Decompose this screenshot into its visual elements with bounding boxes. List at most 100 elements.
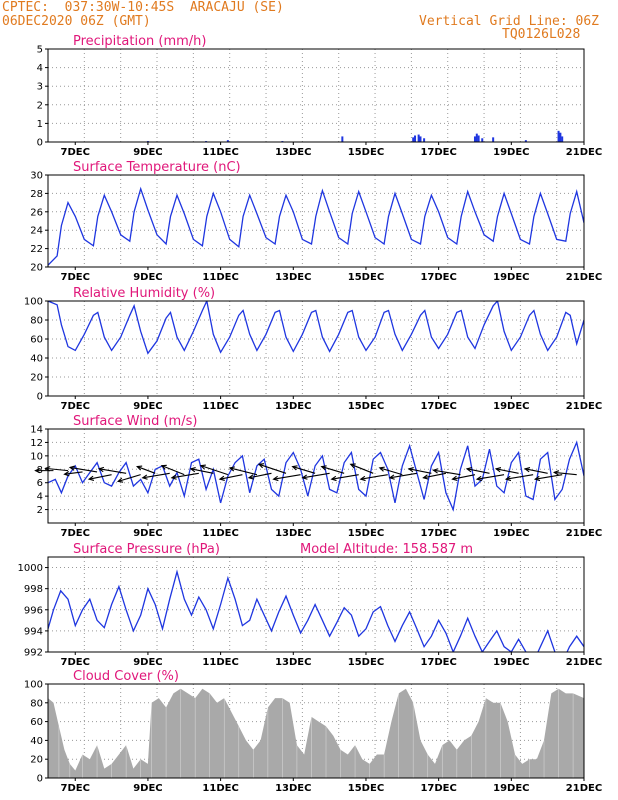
y-tick-label: 24 (30, 226, 43, 237)
x-tick-label: 7DEC (61, 401, 90, 412)
precip-bar (423, 138, 426, 142)
x-tick-label: 15DEC (348, 147, 384, 158)
panel-title: Cloud Cover (%) (73, 669, 179, 684)
x-tick-label: 9DEC (133, 528, 162, 539)
y-tick-label: 12 (30, 438, 43, 449)
x-tick-label: 17DEC (420, 147, 456, 158)
x-tick-label: 9DEC (133, 783, 162, 794)
wind-vector-head (552, 470, 560, 476)
x-tick-label: 11DEC (202, 657, 238, 668)
header-source: CPTEC: (2, 0, 49, 15)
wind-vector-shaft (476, 474, 505, 480)
y-tick-label: 100 (24, 680, 43, 691)
panel-background (48, 49, 584, 142)
wind-vector-shaft (88, 474, 112, 480)
x-tick-label: 17DEC (420, 657, 456, 668)
x-tick-label: 11DEC (202, 272, 238, 283)
x-tick-label: 13DEC (275, 528, 311, 539)
wind-vector-shaft (229, 467, 258, 476)
wind-vector-head (523, 467, 531, 473)
precip-bar (524, 140, 527, 142)
x-tick-label: 17DEC (420, 783, 456, 794)
header-coords: 037:30W-10:45S (64, 0, 175, 15)
wind-vector-shaft (466, 468, 490, 474)
x-tick-label: 19DEC (493, 272, 529, 283)
wind-vector-head (34, 467, 41, 474)
panel-background (48, 557, 584, 652)
header-grid-note: Vertical Grid Line: 06Z (419, 14, 600, 29)
panel-background (48, 175, 584, 267)
y-tick-label: 80 (30, 316, 43, 327)
wind-vector-head (247, 474, 254, 480)
x-tick-label: 9DEC (133, 147, 162, 158)
x-tick-label: 9DEC (133, 272, 162, 283)
panel-0: 0 1 2 3 4 5 7DEC 9DEC 11DEC 13DEC 15DEC 17DEC 19DEC 2… (37, 34, 603, 158)
wind-vector-shaft (360, 474, 388, 480)
precip-bar (412, 137, 415, 142)
wind-vector-shaft (171, 472, 199, 479)
panel-frame (47, 300, 585, 397)
wind-vector-shaft (248, 472, 272, 479)
wind-vector-shaft (331, 474, 359, 480)
y-tick-label: 100 (24, 297, 43, 308)
x-tick-label: 7DEC (61, 528, 90, 539)
x-tick-label: 17DEC (420, 401, 456, 412)
wind-vector-head (63, 471, 70, 477)
wind-vector-head (160, 464, 167, 470)
y-tick-label: 10 (30, 451, 43, 462)
precip-bar (559, 132, 562, 142)
wind-vector-shaft (161, 465, 185, 476)
wind-vector-shaft (350, 463, 374, 474)
wind-vector-head (291, 465, 298, 471)
panel-frame (47, 428, 585, 524)
x-tick-label: 11DEC (202, 401, 238, 412)
panel-title: Precipitation (mm/h) (73, 34, 206, 49)
wind-vector-head (228, 466, 235, 472)
wind-vector-head (378, 466, 385, 472)
x-tick-label: 21DEC (566, 401, 602, 412)
panel-3: 24681012147DEC9DEC11DEC13DEC15DEC17DEC19… (30, 414, 602, 539)
x-tick-label: 19DEC (493, 783, 529, 794)
y-tick-label: 1000 (18, 563, 43, 574)
wind-vector-head (422, 474, 429, 480)
wind-vector-head (451, 475, 458, 481)
x-tick-label: 19DEC (493, 528, 529, 539)
series-line-3 (48, 440, 584, 512)
wind-vector-head (504, 475, 512, 482)
precip-bar (557, 130, 560, 142)
x-tick-label: 21DEC (566, 657, 602, 668)
x-tick-label: 21DEC (566, 147, 602, 158)
wind-vector-shaft (495, 468, 519, 474)
cloud-cover-area (48, 688, 584, 778)
x-tick-label: 21DEC (566, 272, 602, 283)
panel-title: Relative Humidity (%) (73, 286, 215, 301)
x-tick-label: 13DEC (275, 657, 311, 668)
panel-2: 0 20 40 60 80 100 7DEC 9DEC 11DEC 13DEC 15DEC 17DEC… (24, 286, 602, 412)
wind-vector-head (359, 475, 366, 482)
y-tick-label: 3 (37, 82, 43, 93)
series-line-1 (48, 186, 584, 266)
y-tick-label: 2 (37, 505, 43, 516)
y-tick-label: 4 (37, 63, 43, 74)
x-tick-label: 17DEC (420, 528, 456, 539)
y-tick-label: 80 (30, 698, 43, 709)
wind-vector-head (475, 475, 483, 482)
panel-title: Surface Wind (m/s) (73, 414, 197, 429)
wind-vector-head (141, 474, 148, 480)
panel-frame (47, 556, 585, 653)
x-tick-label: 11DEC (202, 147, 238, 158)
x-tick-label: 15DEC (348, 528, 384, 539)
series-line-2 (48, 301, 584, 355)
wind-vector-shaft (408, 468, 432, 474)
precip-bar (414, 135, 417, 142)
wind-vector-head (494, 467, 502, 473)
wind-vector-shaft (99, 468, 127, 474)
wind-vector-shaft (379, 467, 403, 476)
y-tick-label: 994 (24, 626, 43, 637)
y-tick-label: 992 (24, 648, 43, 659)
x-tick-label: 7DEC (61, 657, 90, 668)
x-tick-label: 11DEC (202, 528, 238, 539)
y-tick-label: 20 (30, 373, 43, 384)
y-tick-label: 2 (37, 100, 43, 111)
